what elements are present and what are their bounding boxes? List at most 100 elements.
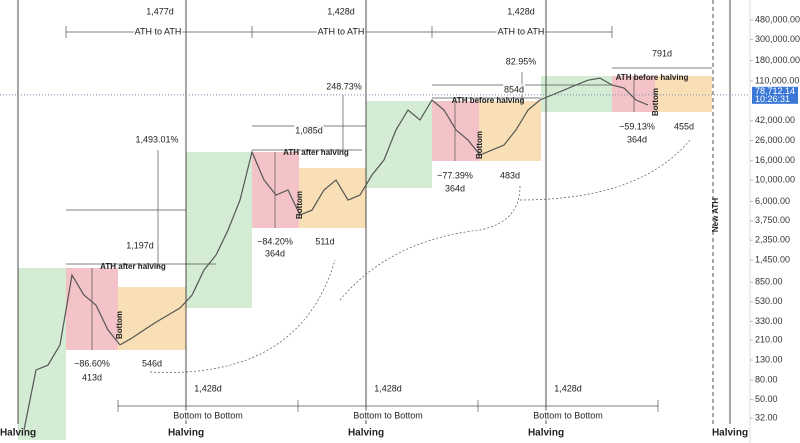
annotation: 1,428d [554, 383, 582, 393]
annotation: Bottom to Bottom [533, 410, 603, 420]
halving-label: Halving [528, 428, 564, 439]
annotation-bg [672, 121, 696, 132]
y-tick-label: 80.00 [755, 374, 778, 384]
annotation: 364d [627, 134, 647, 144]
annotation: 854d [504, 84, 524, 94]
annotation: Bottom to Bottom [173, 410, 243, 420]
annotation-bg [650, 48, 674, 59]
annotation: 1,197d [126, 240, 154, 250]
annotation-bg [256, 236, 294, 247]
annotation-bg [436, 170, 474, 181]
annotation: Bottom to Bottom [353, 410, 423, 420]
annotation-bg [504, 56, 538, 67]
annotation: 1,428d [194, 383, 222, 393]
annotation-bg [373, 383, 403, 394]
y-tick-label: 42,000.00 [755, 115, 795, 125]
y-tick-label: 10,000.00 [755, 175, 795, 185]
annotation-bg [532, 410, 604, 421]
annotation: −77.39% [437, 170, 473, 180]
y-tick-label: 300,000.00 [755, 34, 800, 44]
annotation: 511d [315, 236, 334, 246]
annotation: −84.20% [257, 236, 293, 246]
annotation: 364d [265, 248, 285, 258]
annotation: Bottom [475, 131, 484, 159]
halving-label: Halving [348, 428, 384, 439]
annotation: 413d [82, 372, 102, 382]
annotation: Bottom [651, 88, 660, 116]
annotation-bg [172, 410, 244, 421]
annotation: New ATH [711, 198, 720, 232]
annotation: Bottom [295, 191, 304, 219]
y-tick-label: 130.00 [755, 354, 783, 364]
annotation-bg [140, 358, 164, 369]
y-tick-label: 6,000.00 [755, 196, 790, 206]
annotation: 546d [142, 358, 162, 368]
y-tick-label: 210.00 [755, 335, 783, 345]
annotation-bg [80, 372, 104, 383]
annotation-bg [193, 383, 223, 394]
y-tick-label: 330.00 [755, 316, 783, 326]
annotation: ATH before halving [452, 96, 525, 105]
y-tick-label: 2,350.00 [755, 235, 790, 245]
y-tick-label: 480,000.00 [755, 14, 800, 24]
annotation-bg [502, 84, 526, 95]
annotation-bg [314, 236, 336, 247]
annotation: ATH to ATH [318, 26, 365, 36]
annotation: 82.95% [506, 56, 537, 66]
annotation-bg [263, 248, 287, 259]
annotation-bg [134, 134, 180, 145]
annotation-bg [125, 240, 155, 251]
annotation-bg [145, 6, 175, 17]
y-tick-label: 3,750.00 [755, 215, 790, 225]
last-price-time: 10:26:31 [755, 94, 790, 104]
y-tick-label: 26,000.00 [755, 135, 795, 145]
y-tick-label: 32.00 [755, 412, 778, 422]
annotation-bg [316, 26, 366, 37]
annotation-bg [352, 410, 424, 421]
annotation-bg [325, 81, 363, 92]
annotation: ATH after halving [100, 262, 166, 271]
annotation: 248.73% [326, 81, 362, 91]
halving-label: Halving [712, 428, 748, 439]
last-price-box [752, 86, 798, 104]
price-line [23, 77, 649, 431]
annotation-bg [625, 134, 649, 145]
halving-label: Halving [0, 428, 36, 439]
annotation-bg [618, 121, 656, 132]
annotation: Bottom [115, 311, 124, 339]
annotation-bg [326, 6, 356, 17]
y-tick-label: 530.00 [755, 296, 783, 306]
annotation-bg [506, 6, 536, 17]
annotation: ATH to ATH [135, 26, 182, 36]
annotation-bg [133, 26, 183, 37]
annotation: 455d [674, 121, 694, 131]
guides [17, 0, 751, 443]
zones [18, 76, 712, 440]
last-price-label: 78,712.14 [755, 86, 795, 96]
annotation: 1,428d [374, 383, 402, 393]
annotation: ATH before halving [616, 73, 689, 82]
y-tick-label: 110,000.00 [755, 75, 799, 85]
annotation-bg [443, 183, 467, 194]
annotation: 1,493.01% [135, 134, 178, 144]
annotation: −59.13% [619, 121, 655, 131]
halving-label: Halving [168, 428, 204, 439]
annotation-bg [553, 383, 583, 394]
annotation: 791d [652, 48, 672, 58]
y-tick-label: 16,000.00 [755, 155, 795, 165]
annotation: 1,428d [507, 6, 535, 16]
annotation: 364d [445, 183, 465, 193]
annotation: ATH to ATH [498, 26, 545, 36]
annotation-bg [496, 26, 546, 37]
annotation: 1,085d [295, 125, 323, 135]
annotation: −86.60% [74, 358, 110, 368]
annotation-bg [498, 170, 522, 181]
y-tick-label: 850.00 [755, 277, 783, 287]
annotation: 1,428d [327, 6, 355, 16]
y-tick-label: 50.00 [755, 394, 778, 404]
y-tick-label: 180,000.00 [755, 55, 800, 65]
annotation: 1,477d [146, 6, 174, 16]
annotation: 483d [500, 170, 520, 180]
annotation-bg [294, 125, 324, 136]
